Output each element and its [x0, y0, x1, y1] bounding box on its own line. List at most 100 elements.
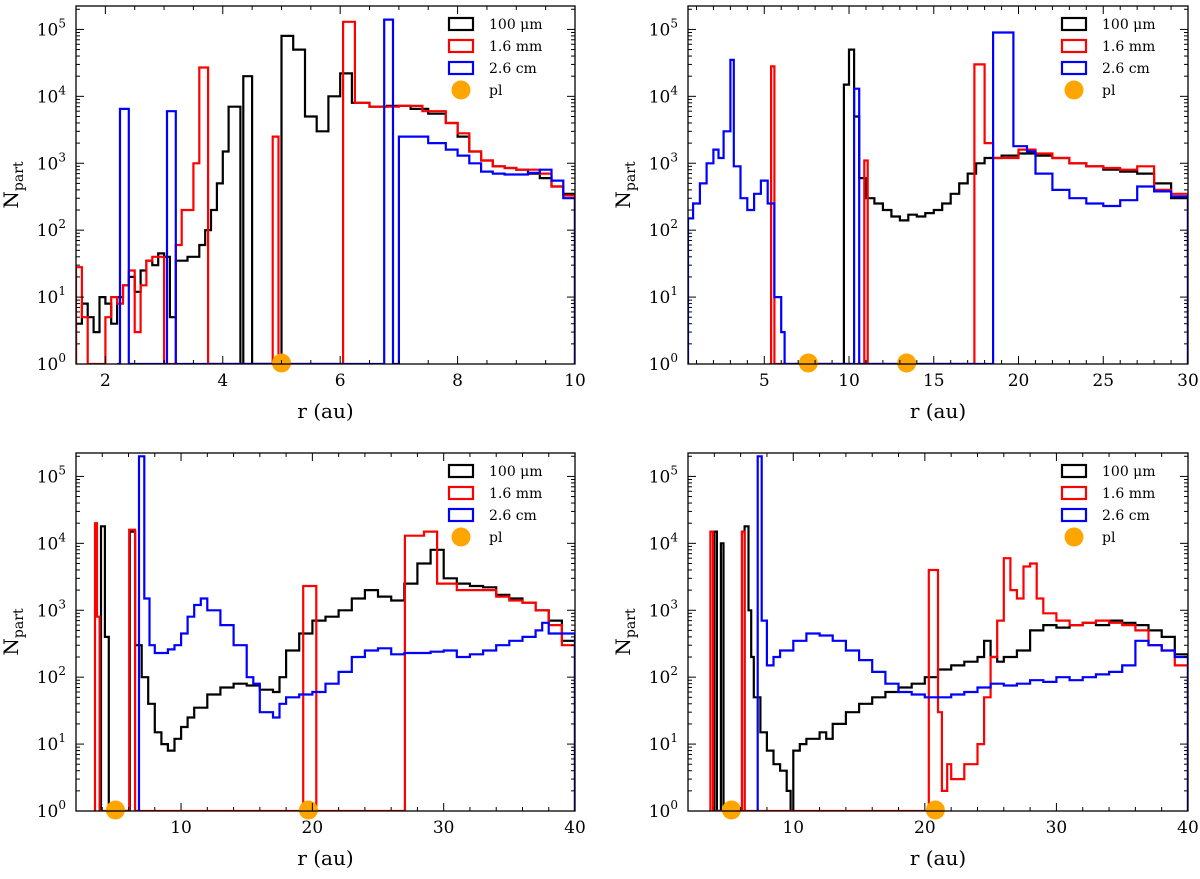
planet-marker	[925, 800, 945, 820]
y-tick-label: 100	[649, 798, 678, 822]
x-tick-label: 10	[782, 818, 804, 838]
y-tick-label: 104	[649, 83, 679, 107]
y-tick-label: 104	[37, 83, 67, 107]
series-2.6-cm	[688, 31, 1188, 364]
x-tick-label: 4	[217, 371, 228, 391]
x-tick-label: 30	[433, 818, 455, 838]
planet-marker	[897, 353, 917, 373]
axes-frame	[75, 5, 576, 365]
series-100-um	[99, 525, 575, 811]
legend-swatch	[1060, 60, 1088, 76]
y-tick-label: 105	[649, 16, 678, 40]
x-axis-label: r (au)	[910, 846, 966, 870]
x-axis-label: r (au)	[297, 846, 353, 870]
y-tick-label: 102	[649, 217, 678, 241]
legend-label: 1.6 mm	[489, 486, 542, 502]
axes-frame	[687, 5, 1189, 365]
y-tick-label: 101	[649, 731, 678, 755]
legend-label: pl	[489, 83, 503, 99]
legend-swatch	[447, 507, 475, 523]
y-tick-label: 101	[649, 284, 678, 308]
planet-marker	[798, 353, 818, 373]
chart-panel-bottom-right: 10 20 30 40 100 101 102 103 104 105 r (au) Npart 100…	[611, 452, 1199, 870]
legend-swatch	[447, 38, 475, 54]
y-tick-label: 103	[37, 597, 66, 621]
legend-swatch	[447, 60, 475, 76]
y-tick-label: 105	[37, 16, 66, 40]
series-2.6-cm	[137, 455, 575, 811]
x-tick-label: 6	[335, 371, 346, 391]
legend-label: 2.6 cm	[1102, 508, 1150, 524]
legend-swatch	[447, 16, 475, 32]
legend-label: 2.6 cm	[489, 61, 537, 77]
legend-label: pl	[1102, 530, 1116, 546]
legend-swatch	[1060, 507, 1088, 523]
legend-label: 100 μm	[1102, 17, 1156, 33]
axes-frame	[75, 452, 576, 812]
x-tick-label: 10	[564, 371, 586, 391]
legend-swatch	[447, 463, 475, 479]
legend-swatch	[447, 485, 475, 501]
series-group	[688, 31, 1188, 364]
x-axis-label: r (au)	[910, 399, 966, 423]
y-axis-label: Npart	[0, 161, 27, 209]
y-axis-label: Npart	[611, 608, 639, 656]
series-1.6-mm	[93, 522, 575, 811]
y-tick-label: 103	[37, 150, 66, 174]
series-100-um	[842, 48, 1188, 364]
legend-swatch	[1060, 16, 1088, 32]
legend-dot	[1064, 80, 1084, 100]
y-tick-label: 105	[37, 463, 66, 487]
x-tick-label: 20	[914, 818, 936, 838]
x-tick-label: 8	[452, 371, 463, 391]
x-tick-label: 20	[1008, 371, 1030, 391]
x-tick-label: 15	[923, 371, 945, 391]
legend: 100 μm 1.6 mm 2.6 cm pl	[447, 16, 543, 100]
y-tick-label: 102	[37, 664, 66, 688]
y-tick-label: 101	[37, 731, 66, 755]
legend-label: 1.6 mm	[1102, 486, 1155, 502]
x-tick-label: 2	[100, 371, 111, 391]
x-tick-label: 20	[302, 818, 324, 838]
y-tick-label: 100	[37, 798, 66, 822]
x-tick-label: 30	[1177, 371, 1199, 391]
legend-dot	[451, 80, 471, 100]
x-axis-label: r (au)	[297, 399, 353, 423]
legend-label: 2.6 cm	[489, 508, 537, 524]
legend-label: 2.6 cm	[1102, 61, 1150, 77]
x-tick-label: 40	[1177, 818, 1199, 838]
y-axis-label: Npart	[611, 161, 639, 209]
legend-label: 1.6 mm	[1102, 39, 1155, 55]
legend: 100 μm 1.6 mm 2.6 cm pl	[1060, 16, 1156, 100]
chart-panel-top-left: 2 4 6 8 10 100 101 102 103 104 105 r (au) Npart 100 μ…	[0, 5, 586, 423]
planet-marker	[105, 800, 125, 820]
legend-dot	[451, 527, 471, 547]
series-2.6-cm	[117, 18, 575, 364]
planet-marker	[721, 800, 741, 820]
legend-label: pl	[489, 530, 503, 546]
x-tick-label: 30	[1046, 818, 1068, 838]
chart-panel-bottom-left: 10 20 30 40 100 101 102 103 104 105 r (au) Npart 100…	[0, 452, 586, 870]
series-group	[709, 455, 1188, 811]
legend: 100 μm 1.6 mm 2.6 cm pl	[1060, 463, 1156, 547]
series-1.6-mm	[709, 530, 1188, 811]
y-tick-label: 103	[649, 597, 678, 621]
x-tick-label: 10	[170, 818, 192, 838]
series-group	[93, 455, 575, 811]
series-1.6-mm	[769, 63, 1188, 364]
legend-swatch	[1060, 463, 1088, 479]
legend: 100 μm 1.6 mm 2.6 cm pl	[447, 463, 543, 547]
y-tick-label: 104	[37, 530, 67, 554]
y-tick-label: 104	[649, 530, 679, 554]
series-2.6-cm	[756, 455, 1188, 811]
y-tick-label: 100	[649, 351, 678, 375]
legend-swatch	[1060, 485, 1088, 501]
legend-label: 100 μm	[1102, 464, 1156, 480]
legend-label: 1.6 mm	[489, 39, 542, 55]
y-tick-label: 100	[37, 351, 66, 375]
axes-frame	[687, 452, 1189, 812]
legend-dot	[1064, 527, 1084, 547]
legend-label: 100 μm	[489, 464, 543, 480]
x-tick-label: 25	[1092, 371, 1114, 391]
